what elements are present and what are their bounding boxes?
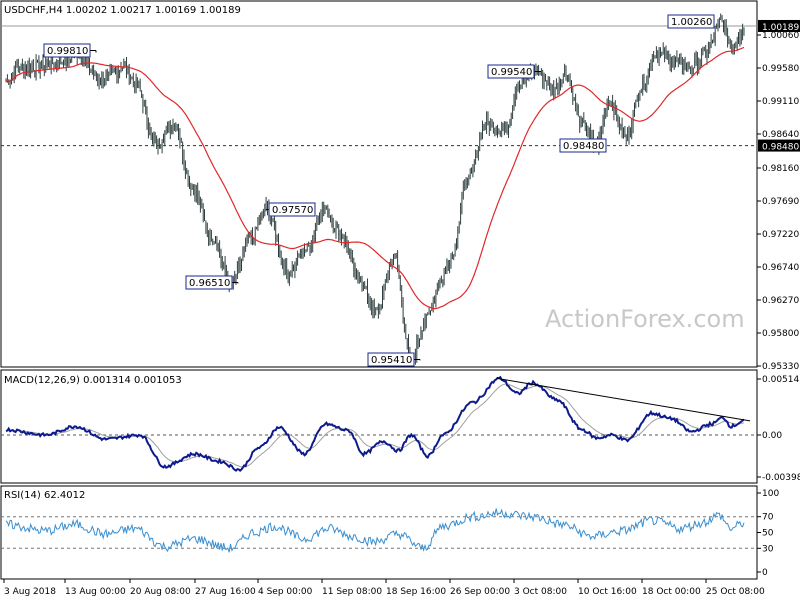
annotation-box xyxy=(185,275,233,290)
price-tick-label: 0.98640 xyxy=(762,130,799,140)
time-tick-label: 25 Oct 08:00 xyxy=(706,587,765,597)
current-price-box xyxy=(758,19,800,32)
price-tick-label: 0.95330 xyxy=(762,362,799,372)
level-price-box xyxy=(758,139,800,152)
rsi-tick-label: 30 xyxy=(762,544,774,554)
price-tick-label: 1.00060 xyxy=(762,31,799,41)
watermark: ActionForex.com xyxy=(545,305,745,333)
chart-header: USDCHF,H4 1.00202 1.00217 1.00169 1.0018… xyxy=(4,5,241,16)
annotation-box xyxy=(667,14,715,29)
time-axis: 3 Aug 2018 13 Aug 00:00 20 Aug 08:00 27 Aug… xyxy=(3,579,765,597)
macd-tick-label: 0.005145 xyxy=(762,375,800,385)
macd-panel xyxy=(0,369,758,484)
price-axis: 1.00060 0.99580 0.99110 0.98640 0.98160 0.976… xyxy=(1,19,800,372)
time-tick-label: 26 Sep 00:00 xyxy=(450,587,510,597)
annotation-box xyxy=(43,43,91,58)
time-tick-label: 27 Aug 16:00 xyxy=(195,587,256,597)
macd-tick-label: 0.00 xyxy=(762,431,782,441)
price-tick-label: 0.99110 xyxy=(762,97,799,107)
annotation-box xyxy=(559,138,607,153)
price-tick-label: 0.98160 xyxy=(762,164,799,174)
annotation-label: 0.95410 xyxy=(371,355,412,366)
rsi-title: RSI(14) 62.4012 xyxy=(4,490,85,501)
price-tick-label: 0.96270 xyxy=(762,296,799,306)
rsi-axis: 100 70 50 30 0 xyxy=(757,489,779,578)
time-tick-label: 13 Aug 00:00 xyxy=(65,587,126,597)
price-tick-label: 0.97220 xyxy=(762,230,799,240)
price-tick-label: 0.96740 xyxy=(762,263,799,273)
rsi-tick-label: 0 xyxy=(762,568,768,578)
annotation-box xyxy=(268,202,316,217)
time-tick-label: 3 Aug 2018 xyxy=(4,587,56,597)
time-tick-label: 18 Oct 00:00 xyxy=(642,587,701,597)
annotation-label: 0.96510 xyxy=(189,278,230,289)
annotation-label: 0.97570 xyxy=(272,205,313,216)
time-tick-label: 20 Aug 08:00 xyxy=(130,587,191,597)
annotation-box xyxy=(487,64,535,79)
macd-title: MACD(12,26,9) 0.001314 0.001053 xyxy=(4,375,182,386)
annotation-label: 0.99810 xyxy=(47,46,88,57)
price-tick-label: 0.97690 xyxy=(762,197,799,207)
macd-line xyxy=(5,375,745,472)
current-price-label: 1.00189 xyxy=(762,23,799,33)
annotation-label: 0.98480 xyxy=(563,141,604,152)
price-plot xyxy=(5,13,745,365)
annotation-box xyxy=(367,352,415,367)
time-tick-label: 4 Sep 00:00 xyxy=(258,587,313,597)
macd-axis: 0.005145 0.00 -0.003989 xyxy=(757,375,800,483)
macd-trendline xyxy=(496,377,751,422)
price-tick-label: 0.95800 xyxy=(762,329,799,339)
time-tick-label: 11 Sep 08:00 xyxy=(322,587,382,597)
rsi-tick-label: 100 xyxy=(762,489,779,499)
price-tick-label: 0.99580 xyxy=(762,64,799,74)
macd-tick-label: -0.003989 xyxy=(762,473,800,483)
moving-average-line xyxy=(5,46,745,310)
macd-plot xyxy=(1,375,757,472)
level-price-label: 0.98480 xyxy=(762,143,799,153)
rsi-plot xyxy=(1,508,757,553)
annotations: 0.99810 0.96510 0.97570 0.95410 0.99540 0.984… xyxy=(43,14,715,367)
time-tick-label: 18 Sep 16:00 xyxy=(386,587,446,597)
rsi-tick-label: 50 xyxy=(762,529,774,539)
time-tick-label: 10 Oct 16:00 xyxy=(578,587,637,597)
rsi-line xyxy=(5,508,745,553)
annotation-label: 1.00260 xyxy=(671,17,712,28)
rsi-tick-label: 70 xyxy=(762,513,774,523)
annotation-label: 0.99540 xyxy=(491,67,532,78)
time-tick-label: 3 Oct 08:00 xyxy=(514,587,567,597)
